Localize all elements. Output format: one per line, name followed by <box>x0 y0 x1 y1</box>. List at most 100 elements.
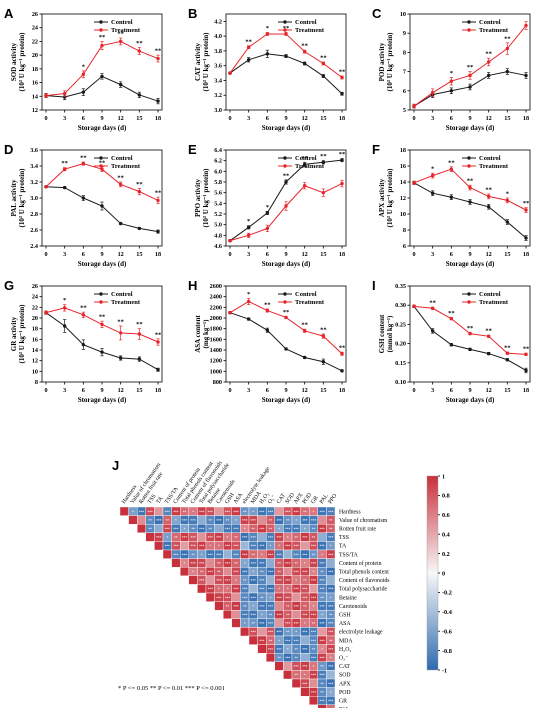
significance-mark: * <box>247 291 250 298</box>
heat-significance: *** <box>328 535 334 540</box>
heat-significance: *** <box>294 638 300 643</box>
heat-significance: ** <box>329 638 333 643</box>
data-point-control <box>321 360 326 364</box>
panel-label: I <box>372 278 376 293</box>
heat-significance: *** <box>319 509 325 514</box>
heat-significance: *** <box>276 647 282 652</box>
row-label: Content of flavonoids <box>339 577 390 584</box>
heat-significance: *** <box>259 587 265 592</box>
heat-significance: *** <box>319 621 325 626</box>
data-point-control <box>340 92 344 96</box>
heat-significance: * <box>244 561 246 566</box>
heat-significance: *** <box>328 621 334 626</box>
data-point-control <box>340 158 344 162</box>
panel-label: C <box>372 6 382 21</box>
data-point-control <box>284 54 288 58</box>
heat-significance: *** <box>302 613 308 618</box>
x-tick-label: 15 <box>504 251 510 258</box>
legend-label: Control <box>479 291 501 298</box>
heat-significance: ** <box>260 570 264 575</box>
heat-significance: ** <box>269 613 273 618</box>
legend-label: Treatment <box>295 299 325 306</box>
plot-frame <box>225 285 347 383</box>
heat-significance: ** <box>148 518 152 523</box>
significance-mark: ** <box>264 301 271 308</box>
colorbar-tick-label: 0.2 <box>442 551 450 558</box>
significance-mark: ** <box>467 178 474 185</box>
data-point-treatment <box>486 334 491 339</box>
y-tick-label: 6.0 <box>214 168 222 175</box>
heat-significance: ** <box>191 552 195 557</box>
legend-label: Treatment <box>479 163 509 170</box>
y-tick-label: 1400 <box>210 347 222 354</box>
heat-cell <box>326 558 336 568</box>
heat-cell <box>266 653 276 663</box>
heat-significance: *** <box>319 587 325 592</box>
heat-significance: *** <box>251 613 257 618</box>
significance-footnote: * P <= 0.05 ** P <= 0.01 *** P <= 0.001 <box>118 685 225 692</box>
x-tick-label: 0 <box>228 251 231 258</box>
y-tick-label: 5.6 <box>214 190 222 197</box>
y-tick-label: 8 <box>403 227 406 234</box>
heat-significance: *** <box>311 544 317 549</box>
heat-significance: ** <box>286 630 290 635</box>
series-line-control <box>413 182 527 239</box>
colorbar-tick-label: 0.8 <box>442 493 450 500</box>
data-point-treatment <box>412 181 416 185</box>
heat-cell <box>214 506 224 516</box>
heat-significance: *** <box>328 664 334 669</box>
legend-marker <box>467 292 471 296</box>
heat-significance: ** <box>295 535 299 540</box>
x-tick-label: 6 <box>82 251 85 258</box>
data-point-control <box>118 221 123 226</box>
heat-significance: *** <box>294 587 300 592</box>
heat-significance: *** <box>294 509 300 514</box>
significance-mark: ** <box>283 309 290 316</box>
heat-significance: ** <box>269 518 273 523</box>
heat-significance: *** <box>190 561 196 566</box>
heat-significance: * <box>304 621 306 626</box>
heat-significance: *** <box>199 527 205 532</box>
significance-mark: ** <box>155 48 162 55</box>
panel-label: E <box>188 142 197 157</box>
heat-significance: * <box>321 552 323 557</box>
heat-significance: *** <box>199 578 205 583</box>
y-tick-label: 18 <box>32 66 38 73</box>
heat-cell <box>222 610 232 620</box>
x-tick-label: 9 <box>100 115 103 122</box>
heat-significance: *** <box>233 509 239 514</box>
heat-cell <box>179 541 189 551</box>
heat-significance: ** <box>277 570 281 575</box>
y-tick-label: 6.2 <box>214 158 222 165</box>
heat-cell <box>231 592 241 602</box>
row-label: MDA <box>339 638 353 644</box>
heat-cell <box>154 524 164 534</box>
y-tick-label: 0.15 <box>395 360 406 367</box>
y-tick-label: 16 <box>32 336 38 343</box>
heat-significance: ** <box>269 638 273 643</box>
x-tick-label: 12 <box>118 387 124 394</box>
heat-significance: * <box>252 604 254 609</box>
x-axis-label: Storage days (d) <box>262 260 311 268</box>
heat-significance: ** <box>234 561 238 566</box>
data-point-treatment <box>118 182 123 187</box>
significance-mark: * <box>506 191 509 198</box>
y-tick-label: 0.10 <box>395 379 406 386</box>
x-axis-label: Storage days (d) <box>78 260 127 268</box>
heat-significance: *** <box>208 552 214 557</box>
heat-significance: *** <box>173 527 179 532</box>
heat-significance: *** <box>208 587 214 592</box>
panel-label: D <box>4 142 13 157</box>
x-tick-label: 0 <box>44 387 47 394</box>
heat-significance: ** <box>226 518 230 523</box>
y-tick-label: 24 <box>32 294 38 301</box>
heat-significance: *** <box>233 552 239 557</box>
y-tick-label: 22 <box>32 304 38 311</box>
heat-significance: *** <box>268 621 274 626</box>
heat-cell <box>214 601 224 611</box>
heat-significance: *** <box>251 630 257 635</box>
heat-significance: * <box>313 509 315 514</box>
heat-significance: *** <box>216 535 222 540</box>
heat-significance: *** <box>328 681 334 686</box>
column-label: PAL <box>319 493 330 505</box>
